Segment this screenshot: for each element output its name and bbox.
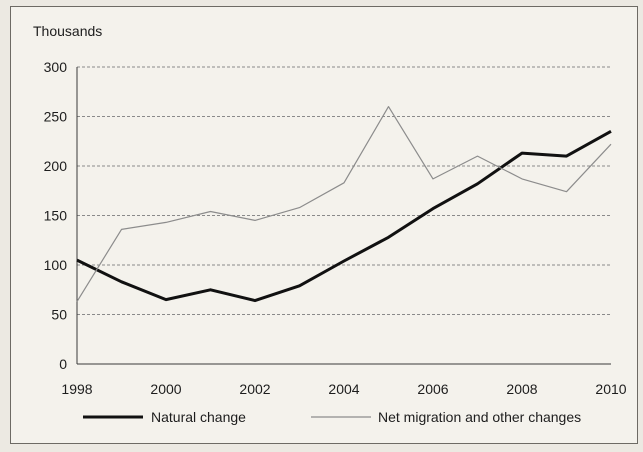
y-tick-label: 250 — [44, 109, 68, 125]
x-tick-label: 2008 — [506, 381, 537, 397]
y-tick-label: 0 — [59, 356, 67, 372]
legend: Natural change Net migration and other c… — [83, 409, 581, 425]
x-tick-label: 2000 — [150, 381, 181, 397]
legend-label-net-migration: Net migration and other changes — [378, 409, 581, 425]
series-lines — [76, 105, 612, 303]
x-tick-label: 1998 — [61, 381, 92, 397]
y-tick-label: 200 — [44, 158, 68, 174]
y-tick-labels: 0 50 100 150 200 250 300 — [44, 59, 68, 372]
x-tick-label: 2006 — [417, 381, 448, 397]
y-tick-label: 150 — [44, 208, 68, 224]
y-tick-label: 50 — [51, 307, 67, 323]
x-tick-label: 2004 — [328, 381, 359, 397]
series-line-natural-change — [76, 129, 612, 303]
y-tick-label: 100 — [44, 257, 68, 273]
line-chart: Thousands 0 50 100 150 200 250 300 1998 2000 200… — [33, 23, 627, 425]
x-tick-labels: 1998 2000 2002 2004 2006 2008 2010 — [61, 381, 626, 397]
x-tick-label: 2002 — [239, 381, 270, 397]
chart-frame: Thousands 0 50 100 150 200 250 300 1998 2000 200… — [10, 6, 638, 444]
grid-lines — [77, 66, 611, 315]
x-tick-label: 2010 — [595, 381, 626, 397]
series-line-net-migration — [76, 105, 612, 302]
legend-label-natural-change: Natural change — [151, 409, 246, 425]
y-axis-label: Thousands — [33, 23, 102, 39]
y-tick-label: 300 — [44, 59, 68, 75]
